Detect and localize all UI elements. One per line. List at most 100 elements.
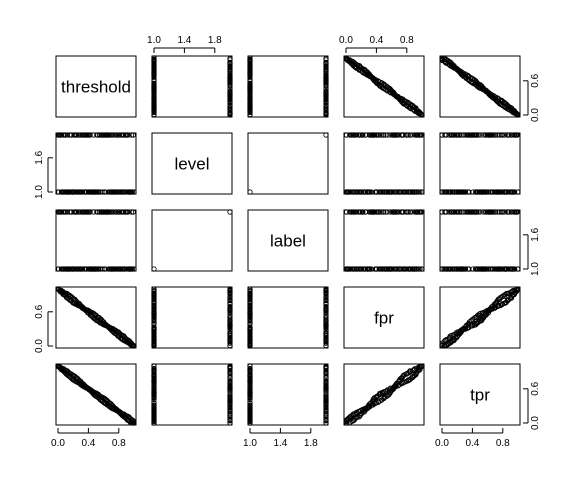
data-point xyxy=(387,209,394,215)
data-point xyxy=(379,266,385,272)
data-point xyxy=(131,418,137,425)
data-point xyxy=(462,266,469,272)
data-point xyxy=(452,189,458,195)
data-point xyxy=(106,189,112,195)
data-point xyxy=(227,325,233,331)
data-point xyxy=(74,132,80,138)
tick-label: 1.0 xyxy=(147,35,161,46)
data-point xyxy=(323,289,329,295)
data-point xyxy=(452,266,458,272)
tick-label: 0.4 xyxy=(465,438,479,449)
data-point xyxy=(323,308,329,314)
tick-label: 0.6 xyxy=(530,73,541,87)
panel-frame xyxy=(343,209,425,272)
data-point xyxy=(487,189,494,195)
data-point xyxy=(95,266,102,272)
variable-label: tpr xyxy=(470,386,490,405)
tick-label: 0.4 xyxy=(81,438,95,449)
panel-tpr-vs-level xyxy=(151,363,233,426)
data-point xyxy=(372,266,378,272)
data-point xyxy=(483,132,489,138)
data-point xyxy=(63,189,70,195)
data-point xyxy=(227,323,233,330)
tick-label: 1.8 xyxy=(208,35,222,46)
data-point xyxy=(441,343,447,349)
data-point xyxy=(109,266,115,272)
data-point xyxy=(441,189,447,195)
data-point xyxy=(323,89,329,95)
data-point xyxy=(442,209,448,215)
axis-layer: 1.0 1.4 1.8 0.0 0.4 0.8 0.0 0.4 0.8 1.0 1.4 1.8 0.0 0… xyxy=(34,35,541,449)
variable-label: level xyxy=(175,155,210,174)
data-point xyxy=(56,266,62,272)
data-point xyxy=(439,132,445,138)
data-point xyxy=(381,132,387,138)
tick-label: 0.0 xyxy=(339,35,353,46)
data-point xyxy=(353,189,360,195)
data-point xyxy=(387,132,394,138)
data-point xyxy=(86,132,92,138)
panel-frame xyxy=(247,209,329,272)
data-point xyxy=(151,80,157,86)
data-point xyxy=(439,209,445,215)
data-point xyxy=(368,402,374,408)
panel-frame xyxy=(55,132,137,195)
data-point xyxy=(247,395,253,401)
data-point xyxy=(389,209,396,215)
data-point xyxy=(466,132,473,138)
tick-label: 1.0 xyxy=(530,262,541,276)
data-point xyxy=(415,132,421,138)
data-point xyxy=(323,420,329,426)
panel-frame xyxy=(151,286,233,349)
data-point xyxy=(131,266,137,272)
data-point xyxy=(227,395,233,402)
data-point xyxy=(247,397,253,403)
data-point xyxy=(323,343,329,349)
panel-frame xyxy=(55,286,137,349)
panel-frame xyxy=(439,55,521,118)
data-point xyxy=(55,132,61,138)
data-point xyxy=(151,380,157,387)
panel-frame xyxy=(247,55,329,118)
data-point xyxy=(323,66,329,73)
data-point xyxy=(448,209,454,215)
data-point xyxy=(120,189,126,195)
data-point xyxy=(454,209,460,215)
data-point xyxy=(472,189,479,195)
data-point xyxy=(58,132,65,138)
panel-tpr-vs-fpr xyxy=(343,363,425,426)
panel-fpr-vs-level xyxy=(151,286,233,349)
data-point xyxy=(151,266,157,272)
data-point xyxy=(121,132,127,138)
variable-label: fpr xyxy=(374,309,394,328)
data-point xyxy=(247,293,253,299)
data-point xyxy=(377,132,383,138)
data-point xyxy=(403,266,409,272)
panel-tpr-vs-label xyxy=(247,363,329,426)
data-point xyxy=(451,132,457,138)
tick-label: 0.6 xyxy=(530,381,541,395)
data-point xyxy=(362,209,368,215)
data-point xyxy=(504,132,511,138)
data-point xyxy=(348,132,354,138)
data-point xyxy=(381,189,387,195)
data-point xyxy=(227,66,233,73)
data-point xyxy=(407,209,413,215)
data-point xyxy=(323,98,329,104)
panel-frame xyxy=(343,132,425,195)
tick-label: 0.0 xyxy=(530,416,541,430)
panel-threshold-vs-tpr xyxy=(439,55,521,118)
data-point xyxy=(442,55,448,62)
data-point xyxy=(323,55,329,62)
panel-fpr-vs-fpr: fpr xyxy=(343,286,425,349)
data-point xyxy=(323,387,329,393)
data-point xyxy=(472,132,478,138)
panel-frame xyxy=(247,132,329,195)
panel-frame xyxy=(55,209,137,272)
data-point xyxy=(131,343,137,349)
data-point xyxy=(227,413,233,419)
data-point xyxy=(247,55,253,61)
data-point xyxy=(227,209,233,215)
panel-level-vs-fpr xyxy=(343,132,425,195)
